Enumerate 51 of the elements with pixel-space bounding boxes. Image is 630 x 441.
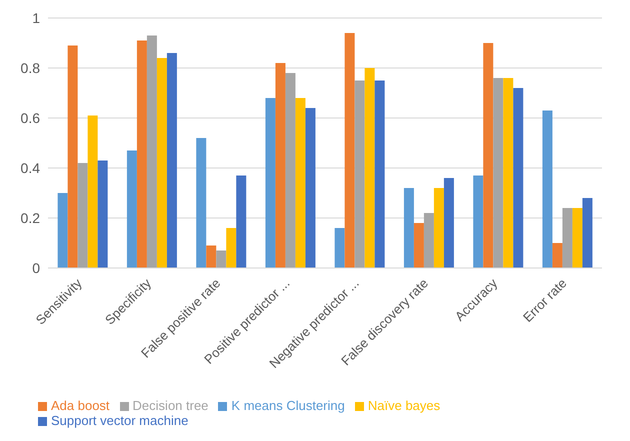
legend-label: Naïve bayes [368, 398, 440, 413]
bar [473, 176, 484, 268]
bar [404, 188, 414, 268]
legend-label: K means Clustering [231, 398, 345, 413]
bar [156, 58, 167, 268]
bar [126, 150, 137, 268]
legend-label: Decision tree [132, 398, 208, 413]
bar [493, 78, 504, 268]
bar [305, 108, 316, 268]
bar [582, 198, 592, 268]
bar [236, 176, 246, 268]
bar [58, 193, 68, 268]
y-tick-label: 1 [32, 10, 40, 26]
bar [295, 98, 306, 268]
bar [503, 78, 514, 268]
bar [334, 228, 345, 268]
bar [275, 63, 286, 268]
bar [136, 40, 147, 268]
legend-label: Ada boost [51, 398, 110, 413]
bar [414, 223, 424, 268]
bar [265, 98, 276, 268]
bar [374, 80, 385, 268]
bar [483, 43, 494, 268]
bar [444, 178, 454, 268]
bar [354, 80, 365, 268]
bar [344, 33, 355, 268]
bar [513, 88, 524, 268]
bar [562, 208, 572, 268]
bar [98, 160, 108, 268]
bar [196, 138, 206, 268]
bar [542, 110, 552, 268]
bar [78, 163, 88, 268]
y-tick-label: 0.4 [20, 160, 40, 176]
bar [146, 36, 157, 268]
bar [364, 68, 375, 268]
y-tick-label: 0 [32, 260, 40, 276]
bar [572, 208, 582, 268]
y-tick-label: 0.8 [20, 60, 40, 76]
bar [552, 243, 562, 268]
legend-label: Support vector machine [51, 413, 188, 428]
bar [226, 228, 236, 268]
bar [206, 246, 216, 268]
bar [434, 188, 444, 268]
y-tick-label: 0.6 [20, 110, 40, 126]
bar [285, 73, 296, 268]
bar [166, 53, 177, 268]
bar [88, 116, 98, 268]
bar [216, 250, 226, 268]
bar [424, 213, 434, 268]
y-tick-label: 0.2 [20, 210, 40, 226]
bar [68, 46, 78, 268]
